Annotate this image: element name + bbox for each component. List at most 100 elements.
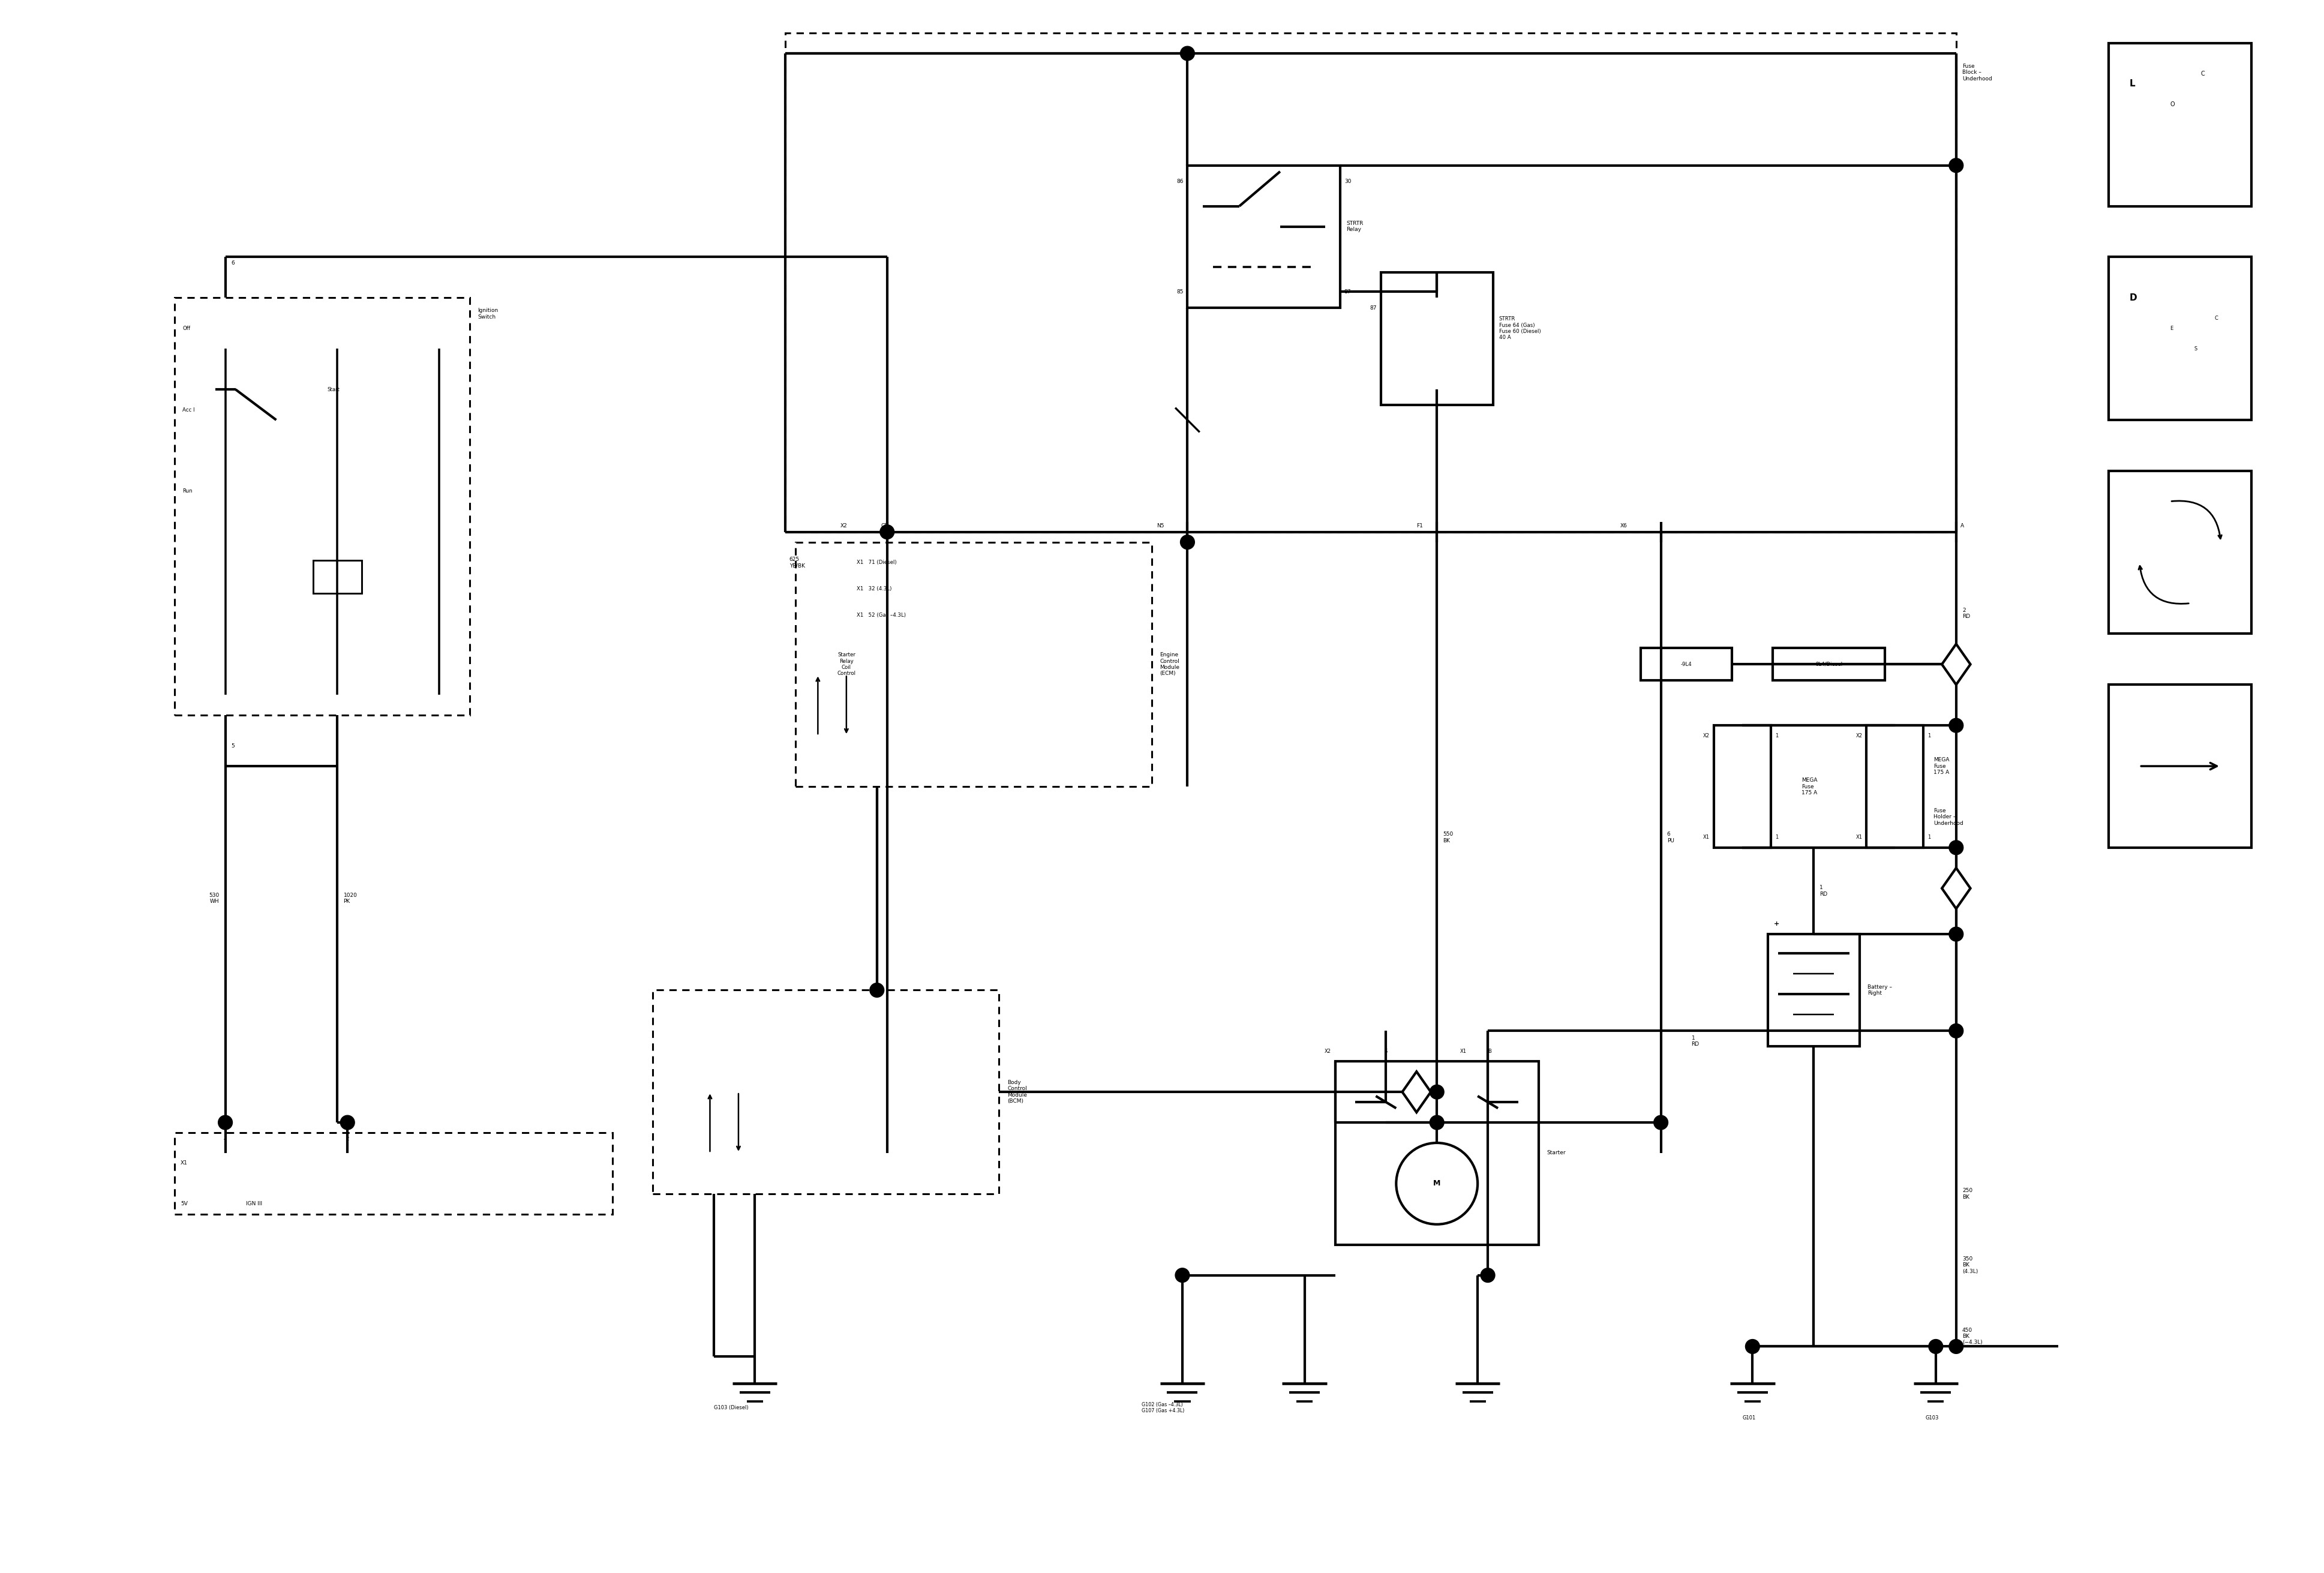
Circle shape [1655, 1115, 1669, 1129]
Text: Body
Control
Module
(BCM): Body Control Module (BCM) [1006, 1081, 1027, 1104]
Circle shape [1429, 1085, 1443, 1100]
Text: G103 (Diesel): G103 (Diesel) [713, 1405, 748, 1411]
Text: N5: N5 [1157, 524, 1164, 529]
Text: 2: 2 [346, 1136, 349, 1142]
Text: 530
WH: 530 WH [209, 893, 218, 904]
Text: Battery –
Right: Battery – Right [1868, 985, 1892, 996]
Text: D: D [2129, 293, 2136, 302]
Text: Acc I: Acc I [184, 407, 195, 412]
Text: M: M [1434, 1180, 1441, 1188]
Text: X1   52 (Gas –4.3L): X1 52 (Gas –4.3L) [858, 613, 906, 618]
Text: B: B [1487, 1049, 1492, 1054]
Text: C: C [2215, 316, 2219, 321]
Circle shape [1950, 840, 1964, 854]
Text: X1: X1 [1857, 835, 1862, 840]
Text: X6: X6 [1620, 524, 1627, 529]
Circle shape [1429, 1115, 1443, 1129]
Circle shape [339, 1115, 356, 1129]
Text: 6: 6 [232, 261, 235, 266]
Bar [1380, 272, 1492, 404]
Text: X2: X2 [1857, 733, 1862, 738]
Text: 1: 1 [1776, 733, 1778, 738]
Circle shape [1950, 1024, 1964, 1038]
Text: X2: X2 [1325, 1049, 1332, 1054]
Polygon shape [1401, 1071, 1432, 1112]
Text: Off: Off [184, 326, 191, 330]
Text: 87: 87 [1343, 289, 1350, 294]
Text: Start: Start [328, 387, 339, 392]
Text: STRTR
Relay: STRTR Relay [1346, 220, 1364, 233]
Text: 85: 85 [1176, 289, 1183, 294]
Text: 450
BK
(−4.3L): 450 BK (−4.3L) [1961, 1328, 1982, 1345]
Bar [2108, 470, 2252, 634]
Bar [174, 297, 469, 716]
Text: S: S [2194, 346, 2199, 351]
Bar [795, 543, 1153, 786]
Circle shape [1950, 719, 1964, 733]
Text: O: O [2171, 101, 2175, 107]
Circle shape [1181, 46, 1195, 60]
Circle shape [1950, 926, 1964, 941]
Text: X1: X1 [181, 1161, 188, 1166]
Text: 625
YE/BK: 625 YE/BK [790, 557, 804, 568]
Text: X2: X2 [841, 524, 848, 529]
Bar [1641, 648, 1731, 681]
Text: 550
BK: 550 BK [1443, 832, 1452, 843]
Text: 250
BK: 250 BK [1961, 1188, 1973, 1200]
Bar [2108, 684, 2252, 848]
Text: -9L4: -9L4 [1680, 662, 1692, 667]
Circle shape [1181, 535, 1195, 549]
Bar [1773, 648, 1885, 681]
Text: Starter: Starter [1548, 1150, 1566, 1156]
Text: G103: G103 [1927, 1416, 1938, 1420]
Bar [1713, 725, 1771, 848]
Text: 1: 1 [1927, 835, 1931, 840]
Text: G101: G101 [1743, 1416, 1755, 1420]
Bar [1334, 1062, 1538, 1244]
Text: 5: 5 [232, 742, 235, 749]
Text: E: E [2171, 326, 2173, 330]
Text: 5V: 5V [181, 1202, 188, 1206]
Text: 87: 87 [1369, 305, 1376, 310]
Circle shape [1397, 1144, 1478, 1224]
Text: F1: F1 [1418, 524, 1422, 529]
Text: 2
RD: 2 RD [1961, 607, 1971, 620]
Text: 9L4/Diesel: 9L4/Diesel [1815, 662, 1843, 667]
Polygon shape [1943, 868, 1971, 909]
Text: 1: 1 [1927, 733, 1931, 738]
Circle shape [1950, 1339, 1964, 1354]
Text: 1
RD: 1 RD [1820, 886, 1827, 897]
Text: 86: 86 [1176, 179, 1183, 184]
Text: X1: X1 [1703, 835, 1710, 840]
Text: Fuse
Holder –
Underhood: Fuse Holder – Underhood [1934, 809, 1964, 826]
Text: Starter
Relay
Coil
Control: Starter Relay Coil Control [837, 653, 855, 676]
Circle shape [1745, 1339, 1759, 1354]
Bar [653, 989, 999, 1194]
Text: IGN III: IGN III [246, 1202, 263, 1206]
Text: 30: 30 [1343, 179, 1350, 184]
Text: X2: X2 [1703, 733, 1710, 738]
Bar [786, 33, 1957, 532]
Text: 4: 4 [223, 1136, 228, 1142]
Bar [2108, 42, 2252, 206]
Circle shape [1176, 1268, 1190, 1282]
Text: Engine
Control
Module
(ECM): Engine Control Module (ECM) [1160, 653, 1181, 676]
Text: Run: Run [184, 489, 193, 494]
Text: MEGA
Fuse
175 A: MEGA Fuse 175 A [1934, 757, 1950, 775]
Text: Fuse
Block –
Underhood: Fuse Block – Underhood [1961, 63, 1992, 82]
Text: X1   71 (Diesel): X1 71 (Diesel) [858, 560, 897, 565]
Circle shape [1929, 1339, 1943, 1354]
Text: MEGA
Fuse
175 A: MEGA Fuse 175 A [1801, 777, 1817, 796]
Text: +: + [1773, 920, 1780, 926]
Circle shape [1480, 1268, 1494, 1282]
Text: S: S [1385, 1049, 1387, 1054]
Text: 1020
PK: 1020 PK [344, 893, 358, 904]
Text: C5: C5 [881, 524, 888, 529]
Bar [174, 1133, 611, 1214]
Text: Ignition
Switch: Ignition Switch [479, 308, 497, 319]
Circle shape [1950, 159, 1964, 173]
Text: X1: X1 [1459, 1049, 1466, 1054]
Circle shape [218, 1115, 232, 1129]
Text: 1
RD: 1 RD [1692, 1035, 1699, 1048]
Text: C: C [2201, 71, 2205, 77]
